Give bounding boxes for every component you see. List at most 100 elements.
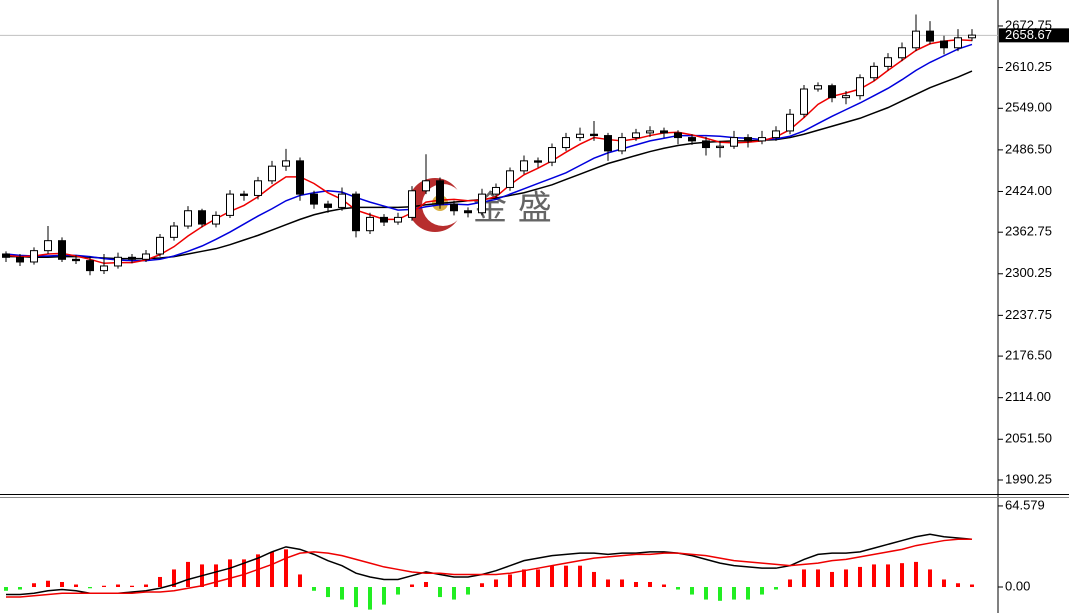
histogram-bar: [410, 584, 414, 588]
candle-body: [604, 135, 612, 152]
candle-body: [744, 137, 752, 142]
y-tick-label: 2176.50: [1005, 348, 1052, 363]
histogram-bar: [872, 564, 876, 588]
candle-body: [576, 133, 584, 139]
histogram-bar: [718, 587, 722, 601]
candle-body: [254, 180, 262, 196]
candle-body: [940, 40, 948, 49]
candle-body: [380, 216, 388, 223]
histogram-bar: [522, 569, 526, 588]
candle-body: [618, 137, 626, 152]
candle-body: [842, 95, 850, 99]
histogram-bar: [830, 571, 834, 588]
histogram-bar: [564, 565, 568, 588]
candle-body: [408, 190, 416, 218]
histogram-bar: [788, 579, 792, 588]
histogram-bar: [32, 583, 36, 588]
candle-body: [30, 250, 38, 263]
y-tick-label: 2051.50: [1005, 431, 1052, 446]
candle-body: [884, 57, 892, 67]
histogram-bar: [4, 587, 8, 591]
candle-body: [240, 193, 248, 196]
y-tick-label: 2237.75: [1005, 307, 1052, 322]
candle-body: [86, 260, 94, 272]
candle-body: [646, 130, 654, 134]
histogram-bar: [956, 583, 960, 588]
last-price-label: 2658.67: [1005, 27, 1052, 42]
histogram-bar: [662, 584, 666, 588]
y-tick-label: 2486.50: [1005, 141, 1052, 156]
candle-body: [114, 256, 122, 267]
candle-body: [142, 253, 150, 260]
candle-body: [212, 214, 220, 225]
y-tick-label: 1990.25: [1005, 471, 1052, 486]
histogram-bar: [970, 584, 974, 588]
candle-body: [786, 113, 794, 132]
histogram-bar: [774, 587, 778, 590]
candle-body: [856, 77, 864, 97]
candle-body: [282, 160, 290, 167]
histogram-bar: [732, 587, 736, 600]
candle-body: [464, 210, 472, 214]
candle-body: [2, 253, 10, 258]
histogram-bar: [452, 587, 456, 600]
candle-body: [44, 240, 52, 252]
histogram-bar: [844, 569, 848, 588]
histogram-bar: [172, 569, 176, 588]
y-tick-label: 2300.25: [1005, 265, 1052, 280]
candle-body: [590, 133, 598, 137]
histogram-bar: [396, 587, 400, 595]
candle-body: [688, 137, 696, 142]
candle-body: [492, 186, 500, 195]
histogram-bar: [284, 549, 288, 588]
candle-body: [716, 145, 724, 149]
candle-body: [660, 130, 668, 134]
histogram-bar: [60, 581, 64, 588]
candle-body: [16, 256, 24, 263]
candle-body: [730, 137, 738, 147]
candle-body: [478, 193, 486, 214]
histogram-bar: [326, 587, 330, 598]
histogram-bar: [214, 564, 218, 588]
candle-body: [534, 160, 542, 163]
candle-body: [800, 88, 808, 115]
candle-body: [268, 165, 276, 182]
candle-body: [772, 130, 780, 139]
histogram-bar: [508, 574, 512, 588]
histogram-bar: [130, 585, 134, 588]
histogram-bar: [186, 561, 190, 588]
histogram-bar: [466, 587, 470, 595]
candle-body: [156, 236, 164, 255]
histogram-bar: [690, 587, 694, 595]
histogram-bar: [18, 587, 22, 590]
histogram-bar: [256, 554, 260, 588]
y-tick-label: 2549.00: [1005, 100, 1052, 115]
histogram-bar: [928, 569, 932, 588]
y-tick-label: 2114.00: [1005, 389, 1051, 404]
y-tick-label: 0.00: [1005, 578, 1030, 593]
candle-body: [828, 85, 836, 99]
histogram-bar: [816, 569, 820, 588]
candle-body: [422, 180, 430, 192]
candle-body: [184, 210, 192, 227]
candle-body: [338, 193, 346, 208]
y-tick-label: 2610.25: [1005, 59, 1052, 74]
candle-body: [520, 160, 528, 172]
histogram-bar: [914, 561, 918, 588]
candle-body: [226, 193, 234, 216]
candle-body: [100, 265, 108, 272]
candle-body: [758, 137, 766, 142]
histogram-bar: [312, 587, 316, 591]
histogram-bar: [158, 576, 162, 588]
last-price-box: [999, 28, 1069, 43]
candle-body: [870, 65, 878, 79]
histogram-bar: [536, 569, 540, 588]
candle-body: [702, 140, 710, 149]
histogram-bar: [340, 587, 344, 600]
histogram-bar: [298, 574, 302, 588]
candle-body: [198, 210, 206, 225]
histogram-bar: [592, 571, 596, 588]
histogram-bar: [382, 587, 386, 605]
histogram-bar: [438, 587, 442, 598]
candle-body: [926, 30, 934, 42]
